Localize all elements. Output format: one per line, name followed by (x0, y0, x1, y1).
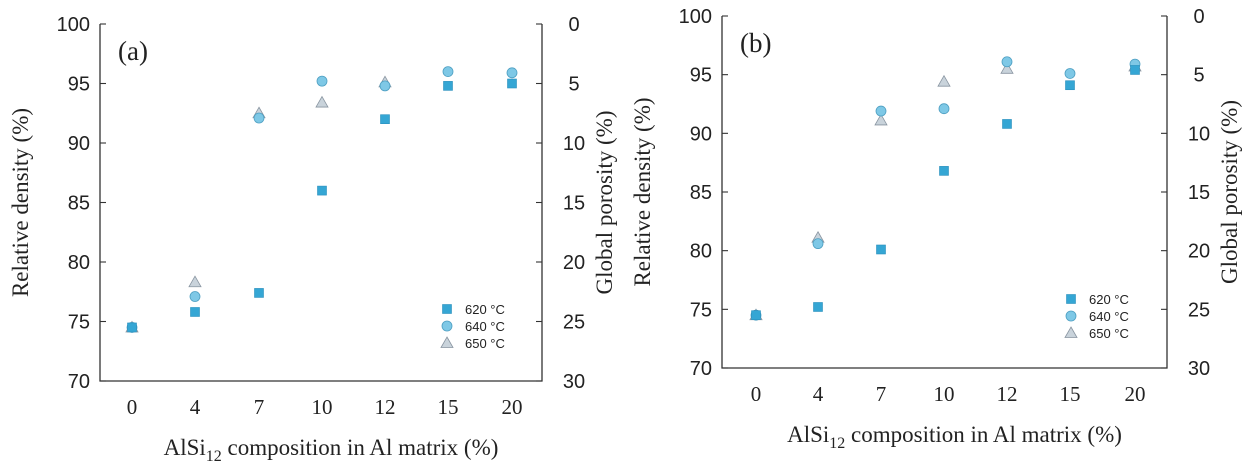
panel-a-legend-label: 650 °C (465, 336, 505, 351)
panel-a-y2-tick-label: 30 (563, 371, 585, 393)
panel-a-point-square (380, 114, 390, 124)
panel-b-point-square (813, 302, 823, 312)
panel-a-legend-marker (442, 304, 452, 314)
panel-b-y2-tick-label: 15 (1188, 182, 1210, 204)
panel-b-y-tick-label: 80 (690, 241, 712, 263)
panel-a-y-tick-label: 70 (68, 371, 90, 393)
panel-b-x-tick-label: 12 (997, 382, 1018, 406)
panel-a-y2-tick-label: 15 (563, 193, 585, 215)
panel-b-y-tick-label: 85 (690, 182, 712, 204)
panel-b-y2-tick-label: 20 (1188, 241, 1210, 263)
panel-a-x-tick-label: 12 (375, 395, 396, 419)
panel-b-y-tick-label: 95 (690, 65, 712, 87)
panel-a-x-tick-label: 15 (438, 395, 459, 419)
panel-b-panel-label: (b) (740, 28, 771, 58)
panel-b-x-tick-label: 4 (813, 382, 824, 406)
panel-b-x-tick-label: 15 (1060, 382, 1081, 406)
panel-a-point-square (127, 322, 137, 333)
panel-a-point-square (190, 307, 200, 317)
panel-a-point-square (317, 185, 327, 196)
panel-b-x-axis-label: AlSi12 composition in Al matrix (%) (787, 422, 1122, 452)
panel-b-point-circle (938, 103, 950, 115)
panel-a-point-circle (316, 75, 328, 87)
panel-b-legend-marker (1066, 294, 1076, 304)
panel-a-y-tick-label: 95 (68, 74, 90, 96)
panel-a-point-triangle (315, 95, 329, 108)
panel-b-point-triangle (874, 113, 888, 126)
panel-b-point-square (751, 310, 761, 321)
panel-b-point-square (1130, 65, 1140, 75)
panel-b-y2-tick-label: 30 (1188, 358, 1210, 380)
panel-b-legend-marker (1065, 310, 1077, 322)
panel-b-point-circle (875, 105, 887, 117)
panel-b-legend-label: 650 °C (1089, 326, 1129, 341)
panel-a-y2-tick-label: 10 (563, 133, 585, 155)
panel-b-legend-marker (1064, 326, 1078, 338)
panel-b-point-triangle (937, 74, 951, 87)
panel-a-legend-marker (440, 336, 454, 348)
panel-a-point-circle (253, 112, 265, 124)
panel-b-point-triangle (1000, 61, 1014, 74)
panel-b-x-tick-label: 0 (751, 382, 762, 406)
panel-b-y2-tick-label: 5 (1193, 65, 1204, 87)
panel-b-point-square (1065, 80, 1075, 91)
panel-a-y2-tick-label: 5 (568, 74, 579, 96)
panel-a-x-tick-label: 10 (312, 395, 333, 419)
panel-b-y2-tick-label: 10 (1188, 123, 1210, 145)
panel-b-legend-label: 620 °C (1089, 292, 1129, 307)
panel-b-point-circle (812, 238, 824, 250)
panel-a-panel-label: (a) (118, 36, 148, 66)
panel-b-y2-axis-label: Global porosity (%) (1217, 100, 1242, 284)
panel-a-y-axis-label: Relative density (%) (8, 108, 33, 297)
panel-a-x-tick-label: 4 (190, 395, 201, 419)
panel-b-y2-tick-label: 0 (1193, 6, 1204, 28)
panel-a-point-circle (506, 67, 518, 79)
panel-a-x-axis-label: AlSi12 composition in Al matrix (%) (164, 435, 499, 465)
panel-b-legend-label: 640 °C (1089, 309, 1129, 324)
panel-a-point-square (443, 81, 453, 91)
panel-b-x-tick-label: 10 (934, 382, 955, 406)
panel-a-x-tick-label: 20 (502, 395, 523, 419)
panel-a-legend-label: 640 °C (465, 319, 505, 334)
panel-b-y-axis-label: Relative density (%) (630, 97, 655, 286)
panel-b-y-tick-label: 75 (690, 299, 712, 321)
panel-a-x-tick-label: 0 (127, 395, 138, 419)
panel-a-point-circle (379, 80, 391, 92)
panel-b-point-square (876, 244, 886, 255)
panel-a-y2-tick-label: 25 (563, 312, 585, 334)
panel-a-point-circle (189, 291, 201, 302)
panel-a-y-tick-label: 90 (68, 133, 90, 155)
panel-b-x-tick-label: 7 (876, 382, 887, 406)
panel-a-point-triangle (188, 275, 202, 288)
panel-a-point-circle (442, 66, 454, 77)
panel-a-y2-tick-label: 0 (568, 14, 579, 36)
panel-b-y-tick-label: 70 (690, 358, 712, 380)
panel-a-y2-tick-label: 20 (563, 252, 585, 274)
panel-b-y-tick-label: 90 (690, 123, 712, 145)
panel-a-y-tick-label: 85 (68, 193, 90, 215)
panel-a-legend-label: 620 °C (465, 302, 505, 317)
panel-a-point-square (507, 78, 517, 89)
panel-a-y2-axis-label: Global porosity (%) (592, 111, 617, 295)
panel-b-y2-tick-label: 25 (1188, 299, 1210, 321)
panel-b-x-tick-label: 20 (1125, 382, 1146, 406)
panel-b-point-circle (1001, 56, 1013, 68)
panel-b-point-square (1002, 119, 1012, 129)
panel-b-point-square (939, 166, 949, 176)
panel-a-y-tick-label: 100 (57, 14, 90, 36)
panel-a-y-tick-label: 75 (68, 312, 90, 334)
panel-a-legend-marker (441, 320, 453, 332)
panel-a-point-square (254, 288, 264, 298)
panel-a-y-tick-label: 80 (68, 252, 90, 274)
panel-b-y-tick-label: 100 (679, 6, 712, 28)
panel-b-point-circle (1064, 68, 1076, 79)
panel-a-x-tick-label: 7 (254, 395, 265, 419)
